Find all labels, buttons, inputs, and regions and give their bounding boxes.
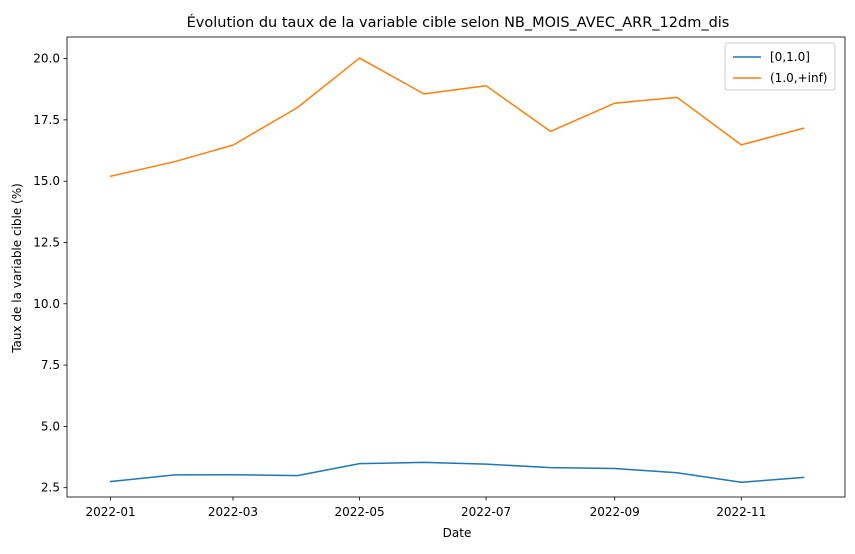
y-tick-label-1: 5.0 (41, 419, 60, 433)
y-tick-label-3: 10.0 (33, 297, 60, 311)
y-tick-label-4: 12.5 (33, 235, 60, 249)
legend-label-1: (1.0,+inf) (770, 71, 827, 85)
y-tick-label-7: 20.0 (33, 52, 60, 66)
y-tick-label-6: 17.5 (33, 113, 60, 127)
y-axis-label: Taux de la variable cible (%) (10, 183, 24, 354)
x-tick-label-4: 2022-09 (590, 505, 640, 519)
x-tick-label-3: 2022-07 (461, 505, 511, 519)
series-line-1 (109, 57, 805, 178)
x-tick-label-2: 2022-05 (334, 505, 384, 519)
y-tick-label-0: 2.5 (41, 481, 60, 495)
chart-title: Évolution du taux de la variable cible s… (187, 14, 730, 31)
x-axis-label: Date (443, 526, 472, 540)
legend-label-0: [0,1.0] (770, 50, 810, 64)
x-tick-label-1: 2022-03 (208, 505, 258, 519)
legend: [0,1.0] (1.0,+inf) (724, 42, 836, 91)
x-tick-label-0: 2022-01 (85, 505, 135, 519)
y-tick-label-2: 7.5 (41, 358, 60, 372)
x-tick-label-5: 2022-11 (716, 505, 766, 519)
y-tick-label-5: 15.0 (33, 174, 60, 188)
series-line-0 (109, 461, 805, 484)
axes-frame (66, 36, 846, 498)
plot-area: 2.5 5.0 7.5 10.0 12.5 15.0 17.5 20.0 2022-01 2022… (33, 36, 846, 519)
